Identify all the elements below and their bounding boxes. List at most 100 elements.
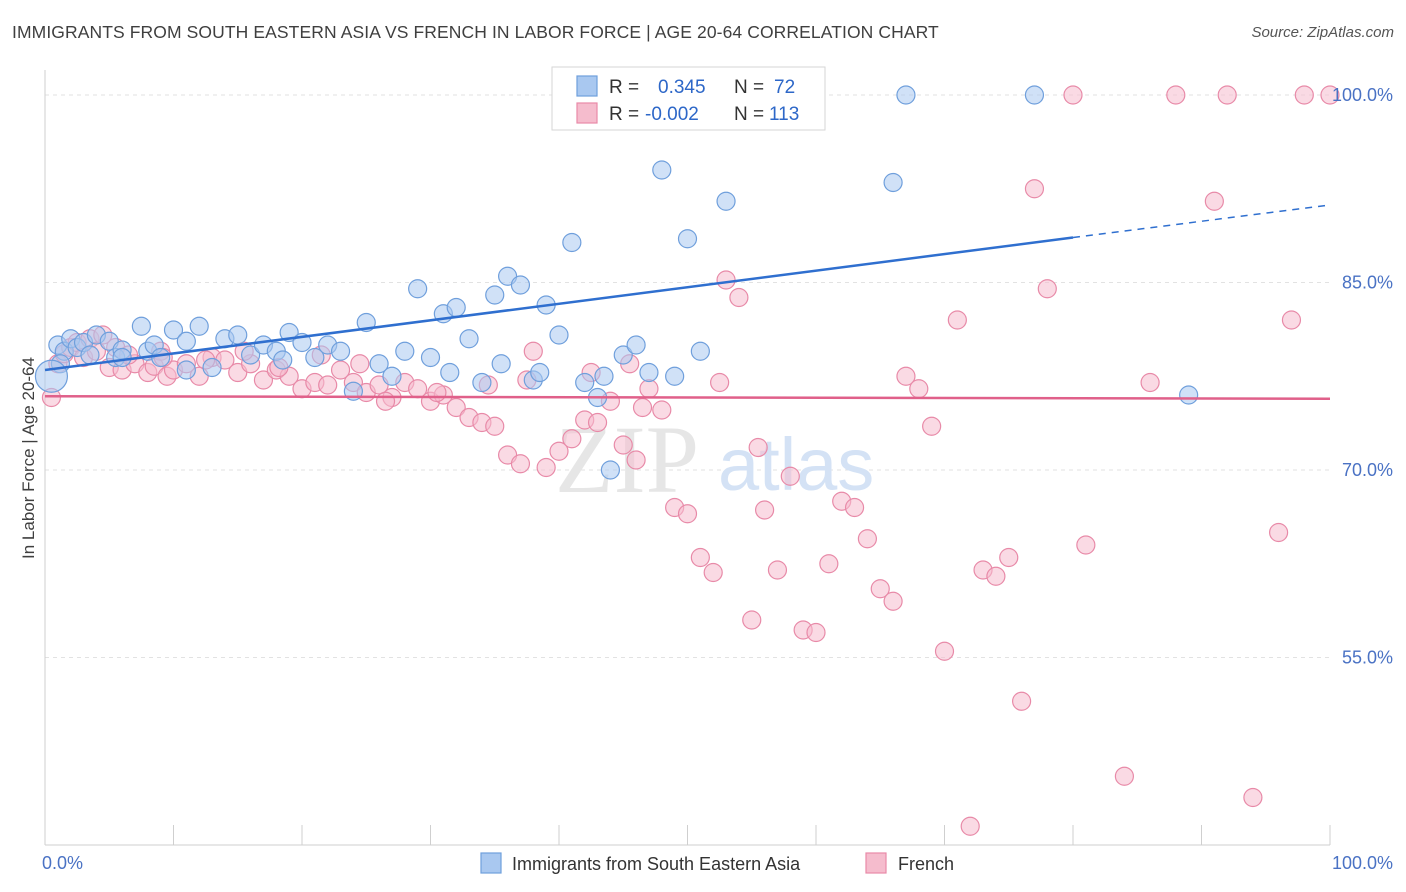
french-point-69 xyxy=(844,497,865,518)
legend-swatch-blue xyxy=(576,75,598,97)
trend-line-blue-extension xyxy=(1072,204,1331,239)
french-point-76 xyxy=(934,641,955,661)
french-point-60 xyxy=(729,287,749,308)
french-point-23 xyxy=(253,370,274,390)
sea-point-56 xyxy=(690,341,710,361)
sea-point-52 xyxy=(639,362,659,383)
french-point-92 xyxy=(1243,787,1263,808)
french-point-75 xyxy=(922,416,942,436)
sea-point-38 xyxy=(459,329,479,349)
trend-lines xyxy=(44,204,1331,400)
sea-point-69 xyxy=(594,366,614,386)
sea-point-40 xyxy=(485,285,505,305)
series-legend-swatch-pink xyxy=(865,852,887,874)
sea-point-68 xyxy=(530,362,550,383)
y-tick-label-2: 85.0% xyxy=(1342,273,1393,293)
french-point-93 xyxy=(1268,522,1289,543)
legend-n-label-pink: N = xyxy=(734,104,764,125)
y-tick-label-0: 55.0% xyxy=(1342,648,1393,668)
sea-point-5 xyxy=(80,345,100,365)
french-point-112 xyxy=(710,372,730,393)
sea-point-13 xyxy=(151,347,171,368)
french-point-49 xyxy=(587,412,608,433)
french-point-77 xyxy=(947,310,967,330)
sea-point-55 xyxy=(677,229,698,249)
french-point-95 xyxy=(1294,85,1314,105)
sea-point-42 xyxy=(510,275,531,295)
series-legend-swatch-blue xyxy=(480,852,502,874)
french-point-47 xyxy=(562,429,582,449)
series-legend-label-blue: Immigrants from South Eastern Asia xyxy=(512,854,801,874)
french-point-91 xyxy=(1217,85,1237,105)
y-tick-label-3: 100.0% xyxy=(1332,85,1393,105)
french-point-90 xyxy=(1204,191,1224,211)
french-point-87 xyxy=(1114,766,1135,786)
sea-point-33 xyxy=(395,341,415,361)
french-point-70 xyxy=(857,529,878,549)
sea-point-10 xyxy=(131,316,151,336)
french-point-104 xyxy=(350,354,370,374)
sea-point-47 xyxy=(575,372,595,393)
french-point-84 xyxy=(1037,279,1057,299)
sea-point-50 xyxy=(613,345,633,365)
x-tick-label-0: 0.0% xyxy=(42,853,83,873)
series-legend: Immigrants from South Eastern Asia Frenc… xyxy=(480,852,954,874)
legend-r-label-pink: R = xyxy=(609,104,639,125)
x-tick-labels: 0.0% 100.0% xyxy=(42,853,1393,873)
french-point-53 xyxy=(639,379,659,399)
french-point-88 xyxy=(1140,372,1160,393)
trend-line-blue xyxy=(44,236,1074,372)
sea-point-17 xyxy=(202,357,222,378)
french-point-51 xyxy=(613,435,633,455)
sea-point-45 xyxy=(549,325,569,345)
sea-point-16 xyxy=(189,316,209,336)
sea-point-65 xyxy=(112,347,132,368)
sea-point-14 xyxy=(163,320,184,340)
sea-point-32 xyxy=(382,366,402,386)
sea-point-23 xyxy=(273,350,293,370)
french-point-111 xyxy=(632,397,653,418)
legend-r-value-pink: -0.002 xyxy=(645,104,699,125)
legend-n-value-pink: 113 xyxy=(769,104,799,125)
french-point-96 xyxy=(1320,85,1340,105)
french-point-45 xyxy=(536,457,556,478)
french-point-81 xyxy=(999,547,1019,568)
french-point-94 xyxy=(1281,310,1302,330)
sea-point-37 xyxy=(446,297,466,318)
french-point-64 xyxy=(780,466,800,486)
legend-n-value-blue: 72 xyxy=(774,77,795,98)
sea-point-54 xyxy=(665,366,685,386)
sea-point-26 xyxy=(305,347,325,368)
french-point-66 xyxy=(806,622,826,643)
legend-r-label-blue: R = xyxy=(609,77,639,98)
sea-point-19 xyxy=(228,325,248,345)
sea-point-60 xyxy=(883,172,903,193)
sea-point-63 xyxy=(1179,385,1199,405)
french-point-57 xyxy=(690,547,710,568)
watermark-atlas: atlas xyxy=(718,423,874,506)
french-point-28 xyxy=(318,375,338,395)
sea-point-46 xyxy=(562,232,582,253)
french-point-67 xyxy=(819,554,839,574)
sea-point-34 xyxy=(408,279,428,299)
sea-point-66 xyxy=(491,354,511,374)
french-point-56 xyxy=(677,504,698,524)
french-point-86 xyxy=(1076,535,1096,555)
french-point-43 xyxy=(510,454,531,474)
french-point-61 xyxy=(742,610,762,630)
french-point-78 xyxy=(960,816,980,836)
french-point-85 xyxy=(1063,85,1083,105)
french-point-59 xyxy=(716,270,736,290)
legend-swatch-pink xyxy=(576,102,598,124)
sea-point-39 xyxy=(472,372,492,393)
french-point-89 xyxy=(1166,85,1186,105)
y-tick-label-1: 70.0% xyxy=(1342,460,1393,480)
sea-point-57 xyxy=(716,191,736,211)
french-point-29 xyxy=(330,360,351,380)
correlation-legend: R = 0.345 N = 72 R = -0.002 N = 113 xyxy=(551,66,826,131)
sea-point-64 xyxy=(176,360,196,380)
legend-r-value-blue: 0.345 xyxy=(658,77,706,98)
french-point-106 xyxy=(427,382,447,403)
sea-point-71 xyxy=(34,359,69,393)
